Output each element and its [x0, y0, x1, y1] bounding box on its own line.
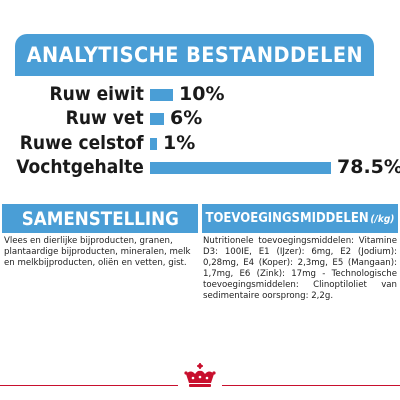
additives-unit: (/kg)	[370, 214, 395, 225]
nutrient-bar	[150, 113, 164, 125]
nutrient-value: 1%	[163, 132, 196, 154]
crown-icon	[178, 362, 222, 392]
nutrient-value: 6%	[170, 107, 203, 129]
nutrient-label: Ruw vet	[65, 107, 144, 129]
composition-header: SAMENSTELLING	[2, 204, 198, 233]
additives-text: Nutritionele toevoegingsmiddelen: Vitami…	[203, 236, 397, 301]
additives-title: TOEVOEGINGSMIDDELEN (/kg)	[206, 211, 395, 226]
nutrient-bar	[150, 89, 173, 101]
nutrient-row: Ruw vet 6%	[0, 106, 400, 130]
analysis-title: ANALYTISCHE BESTANDDELEN	[26, 43, 363, 67]
nutrient-row: Ruwe celstof 1%	[0, 131, 400, 155]
nutrient-value: 10%	[179, 83, 225, 105]
nutrient-label: Ruwe celstof	[20, 132, 144, 154]
additives-title-text: TOEVOEGINGSMIDDELEN	[205, 211, 369, 226]
composition-text: Vlees en dierlijke bijproducten, granen,…	[4, 236, 191, 268]
additives-header: TOEVOEGINGSMIDDELEN (/kg)	[202, 204, 398, 233]
nutrient-row: Ruw eiwit 10%	[0, 82, 400, 106]
nutrient-bar	[150, 162, 331, 174]
nutrient-row: Vochtgehalte 78.5%	[0, 155, 400, 179]
nutrient-label: Vochtgehalte	[16, 156, 144, 178]
nutrient-bar	[150, 138, 157, 150]
analysis-banner: ANALYTISCHE BESTANDDELEN	[15, 34, 374, 76]
nutrient-value: 78.5%	[337, 156, 400, 178]
composition-title: SAMENSTELLING	[21, 207, 179, 230]
nutrient-label: Ruw eiwit	[49, 83, 144, 105]
